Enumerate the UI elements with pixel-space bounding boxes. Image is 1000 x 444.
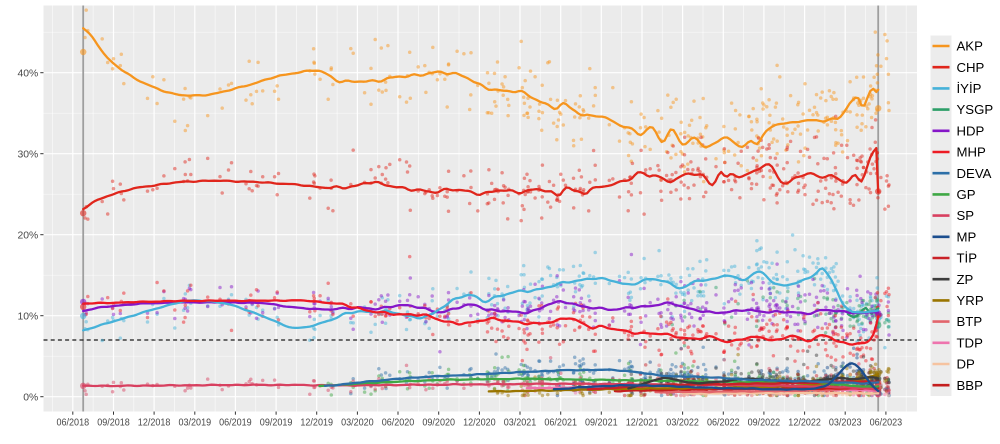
- svg-text:06/2023: 06/2023: [870, 418, 903, 429]
- svg-text:06/2020: 06/2020: [382, 418, 415, 429]
- svg-text:40%: 40%: [18, 69, 39, 80]
- svg-text:12/2020: 12/2020: [463, 418, 496, 429]
- svg-text:DP: DP: [957, 357, 976, 372]
- svg-text:10%: 10%: [18, 312, 39, 323]
- svg-text:HDP: HDP: [957, 123, 985, 138]
- svg-text:03/2019: 03/2019: [179, 418, 212, 429]
- svg-text:06/2019: 06/2019: [219, 418, 252, 429]
- svg-text:MP: MP: [957, 229, 977, 244]
- svg-text:09/2020: 09/2020: [422, 418, 455, 429]
- svg-text:03/2021: 03/2021: [504, 418, 537, 429]
- svg-text:SP: SP: [957, 208, 975, 223]
- svg-text:06/2022: 06/2022: [707, 418, 740, 429]
- svg-text:YSGP: YSGP: [957, 102, 994, 117]
- svg-text:TİP: TİP: [957, 251, 978, 266]
- svg-text:YRP: YRP: [957, 293, 984, 308]
- svg-text:03/2020: 03/2020: [341, 418, 374, 429]
- svg-text:TDP: TDP: [957, 335, 984, 350]
- svg-text:GP: GP: [957, 187, 976, 202]
- svg-text:30%: 30%: [18, 150, 39, 161]
- svg-text:12/2021: 12/2021: [626, 418, 659, 429]
- svg-text:12/2022: 12/2022: [788, 418, 821, 429]
- svg-text:09/2022: 09/2022: [748, 418, 781, 429]
- svg-text:12/2018: 12/2018: [138, 418, 171, 429]
- svg-text:DEVA: DEVA: [957, 166, 992, 181]
- svg-text:06/2021: 06/2021: [544, 418, 577, 429]
- svg-text:0%: 0%: [23, 393, 38, 404]
- svg-text:ZP: ZP: [957, 272, 974, 287]
- svg-text:İYİP: İYİP: [957, 81, 982, 96]
- svg-text:09/2021: 09/2021: [585, 418, 618, 429]
- svg-text:20%: 20%: [18, 231, 39, 242]
- svg-text:06/2018: 06/2018: [57, 418, 90, 429]
- svg-text:MHP: MHP: [957, 145, 987, 160]
- svg-text:AKP: AKP: [957, 39, 984, 54]
- svg-text:09/2019: 09/2019: [260, 418, 293, 429]
- svg-text:BTP: BTP: [957, 314, 983, 329]
- svg-text:03/2022: 03/2022: [666, 418, 699, 429]
- svg-text:12/2019: 12/2019: [300, 418, 333, 429]
- svg-text:09/2018: 09/2018: [97, 418, 130, 429]
- svg-text:BBP: BBP: [957, 378, 984, 393]
- svg-text:CHP: CHP: [957, 60, 985, 75]
- svg-text:03/2023: 03/2023: [829, 418, 862, 429]
